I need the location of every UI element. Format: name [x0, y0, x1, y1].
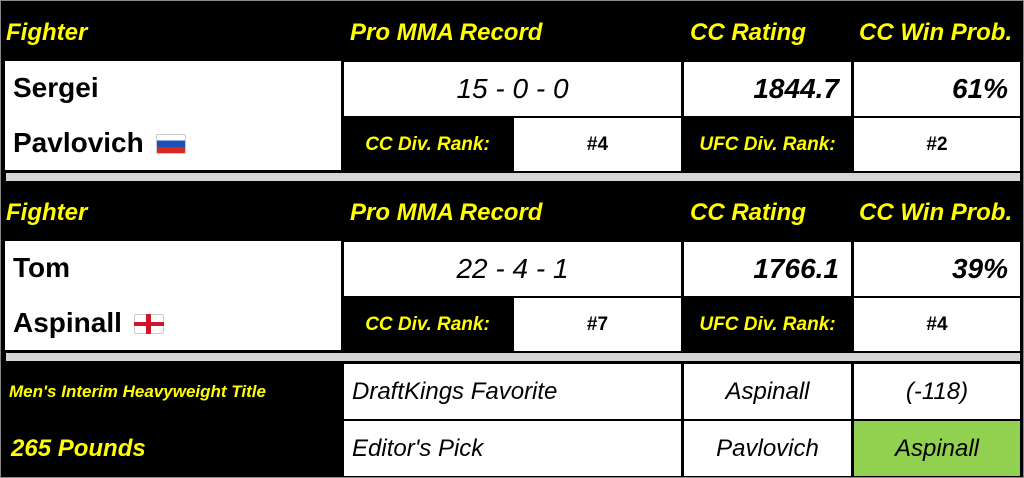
header-record: Pro MMA Record: [350, 199, 543, 226]
editors-pick: Aspinall: [854, 421, 1020, 476]
favorite-label: DraftKings Favorite: [344, 364, 681, 419]
favorite-odds: (-118): [854, 364, 1020, 419]
fighter-1-last-name-row: Pavlovich: [5, 127, 186, 159]
fighter-1-ufc-rank-label: UFC Div. Rank:: [699, 133, 836, 155]
fighter-2-record: 22 - 4 - 1: [344, 242, 681, 296]
fighter-2-name-cell: Tom Aspinall: [5, 241, 341, 350]
fighter-2-rating: 1766.1: [684, 242, 851, 296]
fighter-2-cc-rank-label: CC Div. Rank:: [365, 313, 490, 335]
england-flag-icon: [133, 314, 164, 335]
header-rating: CC Rating: [690, 199, 806, 226]
fighter-1-last-name: Pavlovich: [13, 126, 144, 158]
fighter-2-win-prob: 39%: [854, 242, 1020, 296]
fighter-1-first-name: Sergei: [13, 72, 99, 104]
fighter-1-cc-rank-label: CC Div. Rank:: [365, 133, 490, 155]
fighter-1-name-cell: Sergei Pavlovich: [5, 61, 341, 170]
pick-label: Editor's Pick: [344, 421, 681, 476]
favorite-fighter: Aspinall: [684, 364, 851, 419]
fighter-2-last-name-row: Aspinall: [5, 307, 164, 339]
fighter-2-last-name: Aspinall: [13, 306, 122, 338]
header-fighter: Fighter: [6, 199, 88, 226]
fighter-1-record: 15 - 0 - 0: [344, 62, 681, 116]
header-win-prob: CC Win Prob.: [859, 19, 1013, 46]
fighter-2-cc-rank: #7: [514, 298, 681, 351]
fighter-1-win-prob: 61%: [854, 62, 1020, 116]
section-divider: [6, 173, 1020, 181]
fighter-2-first-name: Tom: [13, 252, 71, 284]
header-win-prob: CC Win Prob.: [859, 199, 1013, 226]
bout-weight: 265 Pounds: [11, 434, 146, 462]
russia-flag-icon: [155, 134, 186, 155]
fighter-1-cc-rank: #4: [514, 118, 681, 171]
pick-other-fighter: Pavlovich: [684, 421, 851, 476]
header-rating: CC Rating: [690, 19, 806, 46]
header-record: Pro MMA Record: [350, 19, 543, 46]
fighter-2-ufc-rank-label: UFC Div. Rank:: [699, 313, 836, 335]
fighter-1-rating: 1844.7: [684, 62, 851, 116]
header-fighter: Fighter: [6, 19, 88, 46]
section-divider: [6, 353, 1020, 361]
fighter-2-ufc-rank: #4: [854, 298, 1020, 351]
bout-title: Men's Interim Heavyweight Title: [9, 382, 266, 401]
fighter-1-ufc-rank: #2: [854, 118, 1020, 171]
